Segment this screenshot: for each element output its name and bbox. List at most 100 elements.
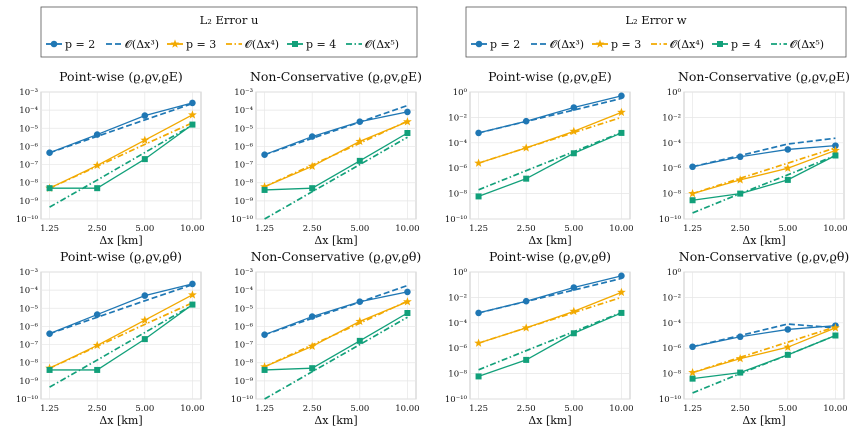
series-o3: [478, 97, 622, 134]
legend-label: 𝓞(Δx⁵): [365, 38, 399, 51]
y-tick-label: 10⁻¹⁰: [445, 215, 468, 225]
legend-label: 𝓞(Δx⁵): [790, 38, 824, 51]
y-tick-label: 10⁻²: [662, 293, 681, 303]
data-point: [474, 338, 483, 347]
x-tick-label: 2.50: [303, 404, 322, 414]
series-line: [478, 277, 622, 314]
legend-item-o5: 𝓞(Δx⁵): [346, 38, 399, 51]
data-point: [46, 330, 53, 337]
data-point: [689, 163, 696, 171]
y-tick-label: 10⁻⁸: [234, 179, 253, 189]
legend-label: 𝓞(Δx⁴): [670, 38, 704, 51]
data-point: [736, 153, 744, 161]
legend-item-p3: p = 3: [592, 38, 641, 51]
data-point: [474, 158, 483, 167]
data-point: [521, 143, 531, 152]
data-point: [688, 189, 697, 198]
data-point: [689, 343, 696, 351]
legend-2: L₂ Error w p = 2 𝓞(Δx³) p = 3 𝓞(Δx⁴) p = 4 𝓞(Δ…: [465, 6, 847, 58]
data-point: [403, 117, 412, 126]
series-p2: [46, 280, 196, 337]
data-point: [141, 156, 148, 163]
data-point: [261, 151, 268, 159]
series-p2: [261, 288, 411, 339]
series-line: [49, 102, 193, 154]
y-tick-label: 10⁰: [667, 88, 682, 98]
data-point: [307, 161, 317, 171]
legend-label: p = 2: [490, 38, 520, 51]
y-tick-label: 10⁻⁴: [448, 319, 467, 329]
data-point: [569, 306, 579, 316]
data-point: [189, 280, 196, 288]
series-p4: [689, 152, 839, 204]
x-tick-label: 10.00: [609, 224, 633, 234]
x-tick-label: 1.25: [40, 404, 59, 414]
y-tick-label: 10⁻⁴: [448, 139, 467, 149]
y-tick-label: 10⁻⁴: [662, 139, 681, 149]
y-tick-label: 10⁻²: [662, 113, 681, 123]
y-tick-label: 10⁻⁹: [234, 197, 253, 207]
x-tick-label: 2.50: [517, 404, 536, 414]
data-point: [784, 146, 792, 153]
series-o3: [692, 137, 836, 168]
x-tick-label: 5.00: [135, 404, 154, 414]
y-tick-label: 10⁻⁶: [19, 322, 38, 332]
plot-area: [255, 271, 417, 400]
x-axis-label: Δx [km]: [742, 414, 785, 427]
chart-title: Non-Conservative (ϱ,ϱv,ϱE): [250, 69, 422, 84]
y-tick-label: 10⁻⁶: [662, 164, 681, 174]
y-tick-label: 10⁻¹⁰: [16, 215, 39, 225]
x-tick-label: 5.00: [564, 404, 583, 414]
data-point: [309, 185, 316, 192]
series-line: [692, 327, 836, 374]
x-tick-label: 5.00: [778, 224, 797, 234]
data-point: [141, 112, 149, 119]
x-tick-label: 2.50: [303, 224, 322, 234]
data-point: [617, 287, 626, 297]
legend-item-p2: p = 2: [471, 38, 520, 51]
data-point: [94, 366, 101, 373]
series-p2: [475, 272, 625, 317]
y-tick-label: 10⁻¹⁰: [16, 395, 39, 405]
x-tick-label: 5.00: [778, 404, 797, 414]
data-point: [736, 333, 744, 341]
chart-panel-8: 10⁻¹⁰ 10⁻⁸ 10⁻⁶ 10⁻⁴ 10⁻² 10⁰ 1.25 2.50 5.00 10.0…: [659, 249, 849, 427]
y-tick-label: 10⁻⁶: [448, 164, 467, 174]
y-tick-label: 10⁰: [453, 268, 468, 278]
series-line: [478, 97, 622, 134]
plot-area: [683, 91, 845, 220]
data-point: [93, 311, 101, 318]
y-tick-label: 10⁻³: [19, 88, 38, 98]
series-line: [49, 114, 193, 189]
chart-title: Point-wise (ϱ,ϱv,ϱE): [59, 69, 183, 84]
legend-item-o5: 𝓞(Δx⁵): [771, 38, 824, 51]
series-o3: [264, 104, 408, 156]
data-point: [261, 331, 268, 339]
y-tick-label: 10⁻⁸: [662, 190, 681, 200]
data-point: [523, 356, 530, 363]
data-point: [356, 298, 364, 306]
legend-label: 𝓞(Δx⁴): [245, 38, 279, 51]
data-point: [831, 145, 840, 155]
chart-title: Non-Conservative (ϱ,ϱv,ϱE): [678, 69, 850, 84]
y-tick-label: 10⁻¹⁰: [231, 395, 254, 405]
series-line: [264, 104, 408, 156]
data-point: [93, 131, 101, 138]
x-axis-label: Δx [km]: [314, 234, 357, 247]
y-tick-label: 10⁻⁴: [662, 319, 681, 329]
y-tick-label: 10⁻³: [19, 268, 38, 278]
series-p4: [261, 309, 411, 373]
data-point: [570, 104, 578, 111]
series-p3: [688, 145, 840, 198]
legend-item-p2: p = 2: [46, 38, 95, 51]
legend-label: 𝓞(Δx³): [550, 38, 584, 51]
legend-frame: [465, 6, 847, 58]
series-line: [264, 121, 408, 188]
plot-area: [469, 271, 631, 400]
y-tick-label: 10⁻⁷: [19, 161, 38, 171]
data-point: [784, 326, 792, 333]
legend-marker: [170, 39, 180, 48]
chart-title: Non-Conservative (ϱ,ϱv,ϱθ): [679, 249, 849, 264]
y-tick-label: 10⁻²: [448, 293, 467, 303]
